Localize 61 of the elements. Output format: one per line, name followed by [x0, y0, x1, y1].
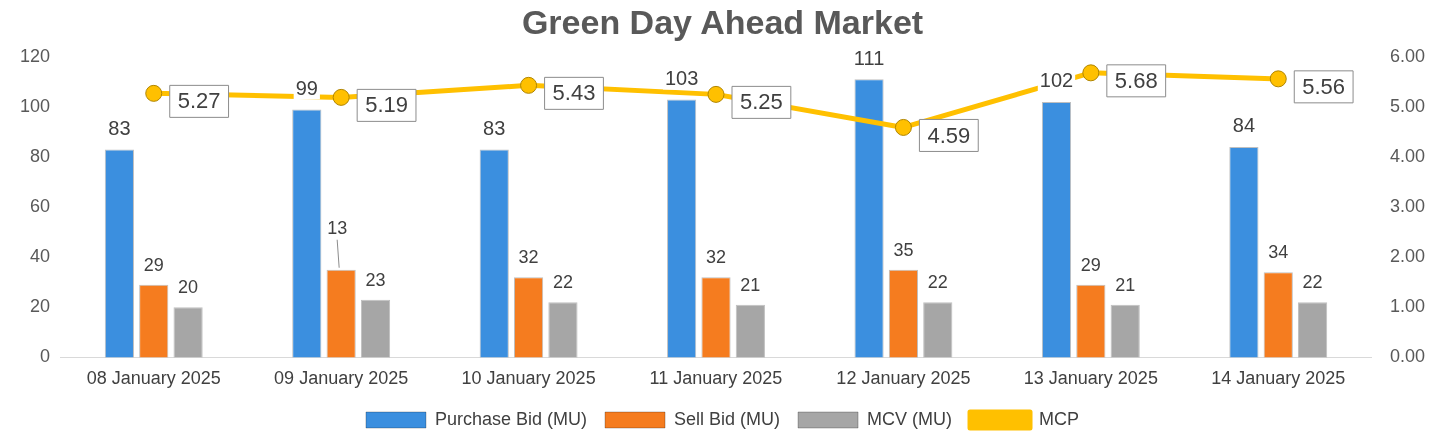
- data-label: 34: [1268, 242, 1289, 263]
- data-label: 5.56: [1302, 73, 1346, 99]
- legend-label: Sell Bid (MU): [674, 408, 781, 429]
- chart-title: Green Day Ahead Market: [521, 2, 924, 41]
- y2-tick-label: 4.00: [1389, 145, 1426, 166]
- y-tick-label: 80: [30, 145, 51, 166]
- y-tick-label: 20: [30, 296, 51, 317]
- y-tick-label: 120: [19, 45, 51, 66]
- y-tick-label: 0: [40, 346, 51, 367]
- point: [145, 84, 163, 102]
- data-label: 83: [108, 117, 131, 139]
- y2-tick-label: 3.00: [1389, 196, 1426, 217]
- point: [894, 118, 912, 136]
- data-label: 29: [143, 254, 164, 275]
- x-tick-label: 14 January 2025: [1211, 368, 1346, 389]
- point: [520, 76, 538, 94]
- x-tick-label: 12 January 2025: [836, 368, 971, 389]
- y2-tick-label: 1.00: [1389, 296, 1426, 317]
- x-tick-label: 11 January 2025: [649, 368, 783, 389]
- x-tick-label: 13 January 2025: [1023, 368, 1158, 389]
- annotation: 13: [327, 217, 348, 238]
- y-tick-label: 100: [19, 95, 51, 116]
- data-label: 5.68: [1114, 67, 1158, 93]
- data-label: 22: [1302, 272, 1323, 293]
- legend-label: MCP: [1039, 408, 1080, 429]
- data-label: 102: [1039, 69, 1074, 92]
- y2-tick-label: 2.00: [1389, 246, 1426, 267]
- data-label: 29: [1080, 254, 1101, 275]
- data-label: 23: [365, 269, 386, 290]
- y-tick-label: 40: [30, 246, 51, 267]
- data-label: 5.25: [739, 89, 783, 115]
- data-label: 20: [178, 277, 199, 298]
- data-label: 5.43: [552, 80, 596, 106]
- data-label: 111: [853, 46, 885, 69]
- point: [707, 85, 725, 103]
- y2-tick-label: 0.00: [1389, 346, 1426, 367]
- data-label: 21: [740, 274, 761, 295]
- x-tick-label: 09 January 2025: [274, 368, 409, 389]
- data-label: 84: [1232, 114, 1256, 137]
- data-label: 5.27: [177, 88, 221, 114]
- data-label: 83: [483, 117, 506, 139]
- legend-label: Purchase Bid (MU): [434, 408, 588, 429]
- y-tick-label: 60: [30, 196, 51, 217]
- data-label: 4.59: [927, 122, 971, 148]
- data-label: 22: [927, 272, 948, 293]
- x-tick-label: 08 January 2025: [86, 368, 221, 389]
- data-label: 21: [1115, 274, 1136, 295]
- y2-tick-label: 5.00: [1389, 95, 1426, 116]
- data-label: 32: [705, 247, 727, 268]
- data-label: 22: [552, 272, 573, 293]
- point: [1082, 64, 1100, 82]
- data-label: 5.19: [365, 92, 408, 118]
- data-label: 103: [664, 66, 699, 89]
- x-tick-label: 10 January 2025: [461, 368, 596, 389]
- legend-label: MCV (MU): [867, 408, 953, 429]
- point: [1269, 70, 1287, 88]
- data-label: 35: [893, 239, 914, 260]
- data-label: 32: [518, 247, 539, 268]
- y2-tick-label: 6.00: [1389, 45, 1426, 66]
- data-label: 99: [295, 76, 318, 99]
- point: [332, 88, 350, 106]
